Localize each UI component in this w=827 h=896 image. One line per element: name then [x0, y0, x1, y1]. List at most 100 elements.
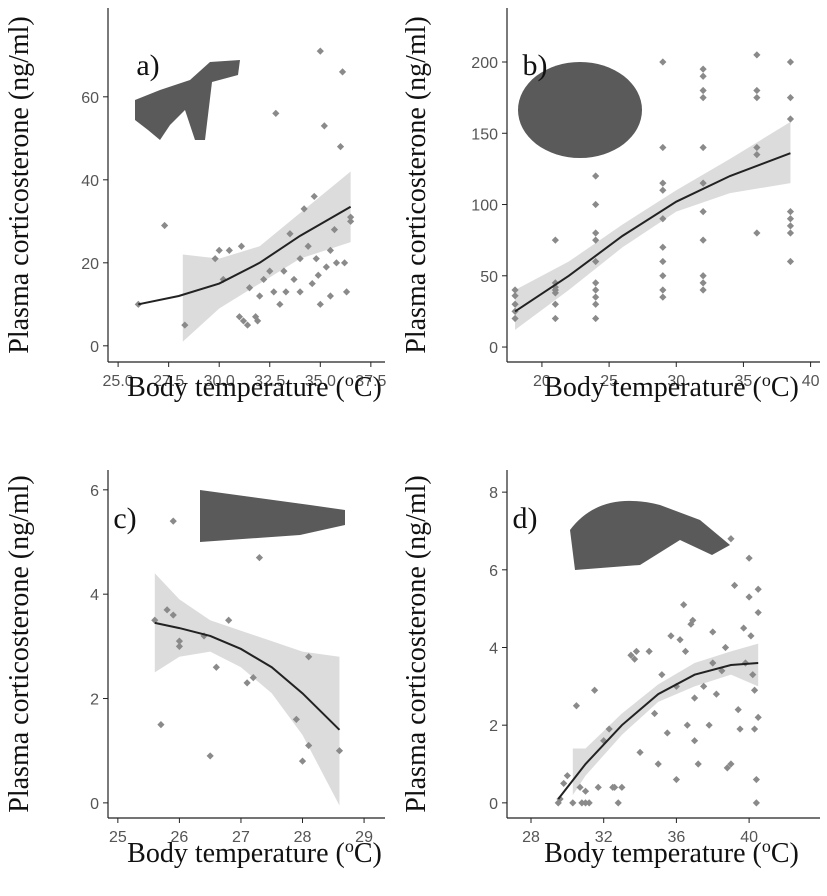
- data-point: [219, 275, 227, 284]
- data-point: [680, 601, 688, 609]
- data-point: [690, 694, 699, 702]
- data-point: [712, 690, 720, 698]
- x-tick-label: 40: [740, 829, 758, 846]
- data-point: [342, 288, 351, 296]
- data-point: [239, 317, 248, 325]
- data-point: [749, 671, 757, 679]
- y-tick-label: 0: [90, 339, 99, 356]
- data-point: [754, 585, 762, 593]
- data-point: [736, 725, 744, 733]
- data-point: [237, 242, 246, 250]
- data-point: [611, 783, 619, 791]
- data-point: [721, 643, 730, 652]
- data-point: [683, 721, 691, 729]
- data-point: [326, 246, 335, 254]
- data-point: [699, 236, 707, 244]
- data-point: [730, 581, 739, 589]
- data-point: [752, 775, 760, 784]
- data-point: [727, 535, 735, 543]
- data-point: [270, 288, 278, 296]
- data-point: [699, 208, 707, 216]
- data-point: [151, 616, 159, 624]
- data-point: [304, 242, 312, 250]
- data-point: [591, 686, 599, 694]
- data-point: [745, 554, 753, 562]
- x-tick-label: 35: [735, 373, 753, 390]
- caiman-photo: [200, 490, 345, 542]
- x-axis-title-part: o: [762, 370, 771, 390]
- data-point: [551, 236, 559, 244]
- data-point: [645, 647, 653, 655]
- data-point: [734, 706, 742, 714]
- data-point: [786, 222, 795, 230]
- data-point: [163, 606, 171, 614]
- data-point: [699, 143, 707, 152]
- x-axis-title-part: o: [345, 370, 354, 390]
- data-point: [659, 293, 667, 301]
- data-point: [659, 58, 667, 66]
- data-point: [709, 628, 717, 636]
- data-point: [551, 300, 559, 308]
- y-axis-title: Plasma corticosterone (ng/ml): [4, 475, 35, 812]
- y-tick-label: 60: [81, 90, 99, 107]
- data-point: [181, 321, 189, 329]
- y-tick-label: 0: [489, 340, 498, 357]
- data-point: [667, 632, 675, 640]
- data-point: [658, 671, 666, 679]
- x-tick-label: 29: [355, 829, 373, 846]
- data-point: [215, 246, 223, 254]
- data-point: [511, 300, 519, 308]
- x-tick-label: 40: [802, 373, 820, 390]
- data-point: [700, 682, 708, 690]
- data-point: [663, 729, 671, 737]
- data-point: [316, 47, 324, 55]
- data-point: [554, 799, 562, 807]
- x-axis-title-part: Body temperature (: [127, 372, 345, 403]
- data-point: [551, 283, 559, 291]
- data-point: [169, 517, 177, 525]
- data-point: [206, 752, 214, 760]
- x-axis-title-part: Body temperature (: [544, 372, 762, 403]
- confidence-band: [572, 643, 759, 796]
- data-point: [592, 172, 600, 180]
- data-point: [305, 741, 313, 750]
- y-axis-title: Plasma corticosterone (ng/ml): [401, 16, 432, 353]
- x-axis-title: Body temperature (oC): [544, 836, 799, 869]
- y-tick-label: 20: [81, 256, 99, 273]
- data-point: [786, 257, 795, 266]
- data-point: [322, 263, 330, 271]
- confidence-band: [154, 573, 340, 806]
- data-point: [718, 667, 726, 675]
- data-point: [699, 72, 707, 80]
- data-point: [316, 300, 324, 308]
- x-tick-label: 32: [595, 829, 613, 846]
- x-axis-title: Body temperature (oC): [127, 370, 382, 403]
- y-tick-label: 100: [471, 198, 498, 215]
- data-point: [272, 109, 280, 118]
- y-tick-label: 0: [489, 796, 498, 813]
- data-point: [578, 799, 586, 807]
- y-tick-label: 6: [90, 483, 99, 500]
- data-point: [592, 236, 600, 244]
- data-point: [592, 279, 600, 287]
- data-point: [290, 275, 298, 284]
- data-point: [556, 795, 564, 803]
- data-point: [592, 257, 600, 266]
- data-point: [681, 647, 690, 655]
- data-point: [312, 255, 320, 263]
- data-point: [786, 94, 795, 102]
- x-tick-label: 27.5: [153, 373, 184, 390]
- data-point: [314, 271, 322, 279]
- data-point: [753, 94, 761, 102]
- data-point: [636, 748, 644, 756]
- data-point: [659, 186, 667, 194]
- fit-line: [138, 205, 352, 306]
- data-point: [260, 275, 268, 284]
- data-point: [605, 725, 613, 733]
- turtle-photo: [570, 500, 730, 570]
- data-point: [659, 272, 667, 280]
- data-point: [286, 230, 294, 238]
- data-point: [592, 200, 600, 209]
- data-point: [282, 288, 290, 296]
